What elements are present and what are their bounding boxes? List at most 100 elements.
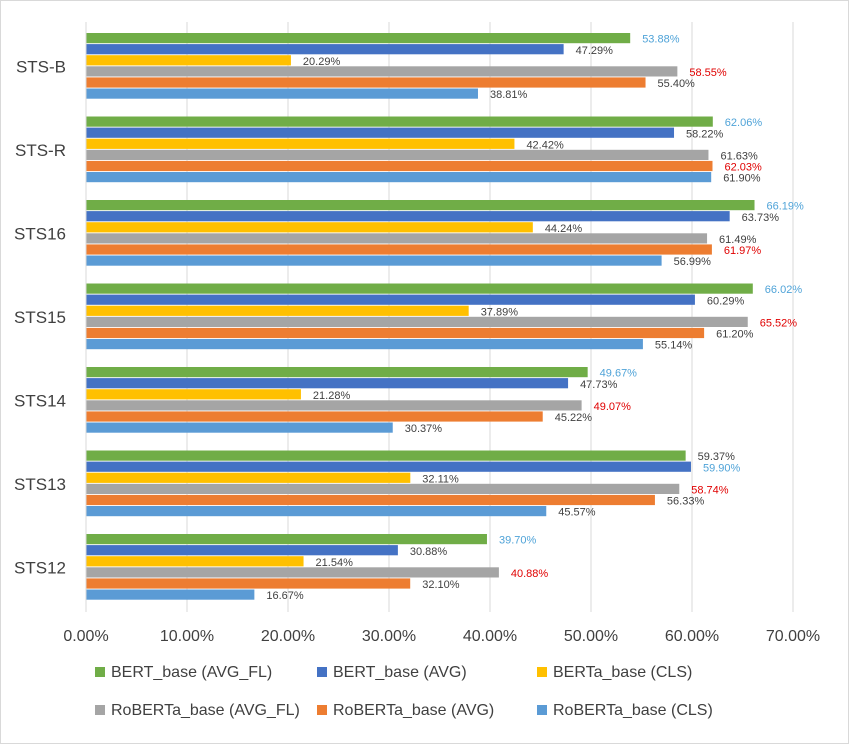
- bar: [86, 255, 662, 266]
- bar: [86, 450, 686, 461]
- data-label: 61.20%: [716, 329, 754, 341]
- bar: [86, 400, 582, 411]
- data-label: 56.33%: [667, 496, 705, 508]
- category-label: STS13: [14, 475, 66, 494]
- x-tick-label: 50.00%: [564, 628, 618, 645]
- legend-swatch: [537, 705, 547, 715]
- data-label: 62.06%: [725, 117, 763, 129]
- data-label: 40.88%: [511, 568, 549, 580]
- data-label: 45.57%: [558, 507, 596, 519]
- bar: [86, 200, 755, 211]
- data-label: 58.22%: [686, 128, 724, 140]
- data-label: 53.88%: [642, 34, 680, 46]
- data-label: 61.90%: [723, 173, 761, 185]
- bar: [86, 339, 643, 350]
- data-label: 32.10%: [422, 579, 460, 591]
- data-label: 61.49%: [719, 234, 757, 246]
- data-label: 63.73%: [742, 212, 780, 224]
- bar: [86, 222, 533, 233]
- data-label: 58.74%: [691, 485, 729, 497]
- data-label: 58.55%: [689, 67, 727, 79]
- bar: [86, 494, 655, 506]
- x-tick-label: 20.00%: [261, 628, 315, 645]
- bar: [86, 545, 398, 556]
- category-label: STS15: [14, 308, 66, 327]
- data-label: 61.63%: [720, 151, 758, 163]
- data-label: 47.73%: [580, 379, 618, 391]
- bar: [86, 160, 713, 172]
- bar: [86, 138, 515, 149]
- data-label: 21.54%: [316, 557, 354, 569]
- x-tick-label: 60.00%: [665, 628, 719, 645]
- bar: [86, 127, 675, 138]
- data-label: 49.07%: [594, 401, 632, 413]
- bar: [86, 556, 304, 567]
- bar: [86, 233, 708, 244]
- bar: [86, 149, 709, 160]
- bar: [86, 589, 255, 600]
- bar: [86, 422, 393, 433]
- bar: [86, 33, 631, 44]
- bar: [86, 472, 411, 483]
- data-label: 60.29%: [707, 295, 745, 307]
- bar: [86, 88, 478, 99]
- category-label: STS14: [14, 391, 66, 410]
- bar: [86, 294, 695, 305]
- data-label: 59.90%: [703, 462, 741, 474]
- bar: [86, 211, 730, 222]
- category-label: STS-R: [15, 141, 66, 160]
- bar: [86, 305, 469, 316]
- legend-swatch: [317, 705, 327, 715]
- bar: [86, 172, 712, 183]
- bar: [86, 244, 712, 255]
- legend-label: RoBERTa_base (CLS): [553, 702, 713, 719]
- legend-label: BERT_base (AVG_FL): [111, 664, 272, 681]
- x-tick-label: 30.00%: [362, 628, 416, 645]
- data-label: 32.11%: [422, 473, 459, 485]
- legend-label: BERT_base (AVG): [333, 664, 467, 681]
- bar: [86, 483, 680, 494]
- bar: [86, 389, 301, 400]
- data-label: 62.03%: [725, 162, 763, 174]
- x-tick-label: 40.00%: [463, 628, 517, 645]
- data-label: 61.97%: [724, 245, 762, 257]
- data-label: 55.14%: [655, 340, 693, 352]
- legend-swatch: [95, 705, 105, 715]
- data-label: 66.19%: [767, 201, 805, 213]
- bar: [86, 578, 411, 589]
- bar: [86, 367, 588, 378]
- data-label: 16.67%: [266, 590, 304, 602]
- bar: [86, 77, 646, 88]
- data-label: 65.52%: [760, 318, 798, 330]
- bar: [86, 327, 705, 339]
- data-label: 21.28%: [313, 390, 351, 402]
- bar: [86, 55, 291, 66]
- data-label: 56.99%: [674, 256, 712, 268]
- data-label: 59.37%: [698, 451, 736, 463]
- data-label: 42.42%: [526, 139, 564, 151]
- data-label: 30.88%: [410, 546, 448, 558]
- legend-swatch: [537, 667, 547, 677]
- data-label: 45.22%: [555, 412, 593, 424]
- data-label: 30.37%: [405, 423, 443, 435]
- data-label: 39.70%: [499, 535, 537, 547]
- x-tick-label: 0.00%: [63, 628, 108, 645]
- legend-swatch: [95, 667, 105, 677]
- legend-label: BERTa_base (CLS): [553, 664, 692, 681]
- bar: [86, 506, 547, 517]
- category-label: STS16: [14, 224, 66, 243]
- category-label: STS12: [14, 558, 66, 577]
- data-label: 37.89%: [481, 306, 519, 318]
- bar: [86, 316, 748, 327]
- bar: [86, 44, 564, 55]
- legend-label: RoBERTa_base (AVG): [333, 702, 494, 719]
- data-label: 49.67%: [600, 368, 638, 380]
- bar: [86, 66, 678, 77]
- bar: [86, 534, 487, 545]
- data-label: 66.02%: [765, 284, 803, 296]
- data-label: 20.29%: [303, 56, 341, 68]
- bar: [86, 567, 499, 578]
- bar: [86, 283, 753, 294]
- x-tick-label: 10.00%: [160, 628, 214, 645]
